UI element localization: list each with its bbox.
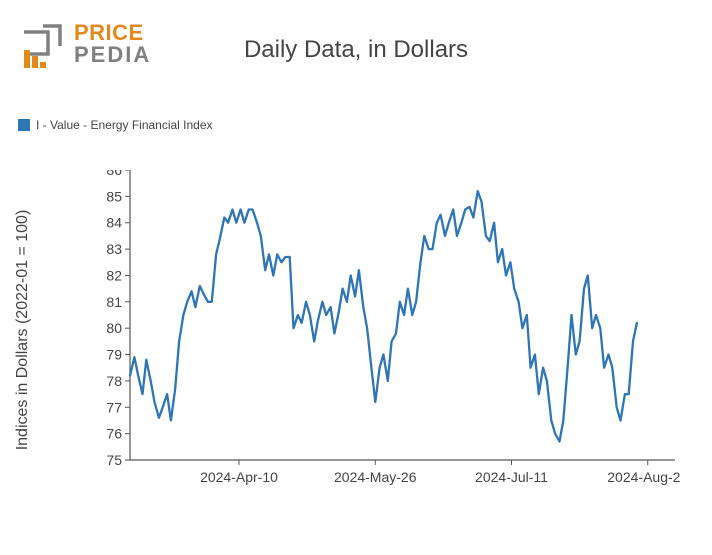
legend-label: I - Value - Energy Financial Index xyxy=(36,118,213,132)
svg-text:2024-Aug-26: 2024-Aug-26 xyxy=(607,469,680,485)
legend: I - Value - Energy Financial Index xyxy=(18,118,213,132)
y-axis-label-text: Indices in Dollars (2022-01 = 100) xyxy=(14,210,31,451)
svg-text:82: 82 xyxy=(106,267,122,283)
svg-text:81: 81 xyxy=(106,294,122,310)
svg-text:83: 83 xyxy=(106,241,122,257)
svg-text:84: 84 xyxy=(106,215,122,231)
svg-text:2024-Jul-11: 2024-Jul-11 xyxy=(475,469,548,485)
svg-text:78: 78 xyxy=(106,373,122,389)
legend-swatch xyxy=(18,119,30,131)
svg-text:86: 86 xyxy=(106,170,122,178)
chart-area: 75 76 77 78 79 80 81 82 83 84 85 86 2024-Apr-10 2024-… xyxy=(40,170,680,510)
svg-text:85: 85 xyxy=(106,188,122,204)
svg-text:2024-Apr-10: 2024-Apr-10 xyxy=(200,469,278,485)
svg-text:80: 80 xyxy=(106,320,122,336)
plot-svg: 75 76 77 78 79 80 81 82 83 84 85 86 2024-Apr-10 2024-… xyxy=(40,170,680,510)
svg-text:2024-May-26: 2024-May-26 xyxy=(334,469,417,485)
chart-title: Daily Data, in Dollars xyxy=(0,36,712,64)
svg-text:77: 77 xyxy=(106,399,122,415)
svg-text:75: 75 xyxy=(106,452,122,468)
series-line xyxy=(130,191,637,441)
y-axis-label: Indices in Dollars (2022-01 = 100) xyxy=(14,180,32,480)
svg-text:76: 76 xyxy=(106,426,122,442)
svg-text:79: 79 xyxy=(106,347,122,363)
chart-container: { "logo": { "price": "PRICE", "pedia": "… xyxy=(0,0,712,555)
